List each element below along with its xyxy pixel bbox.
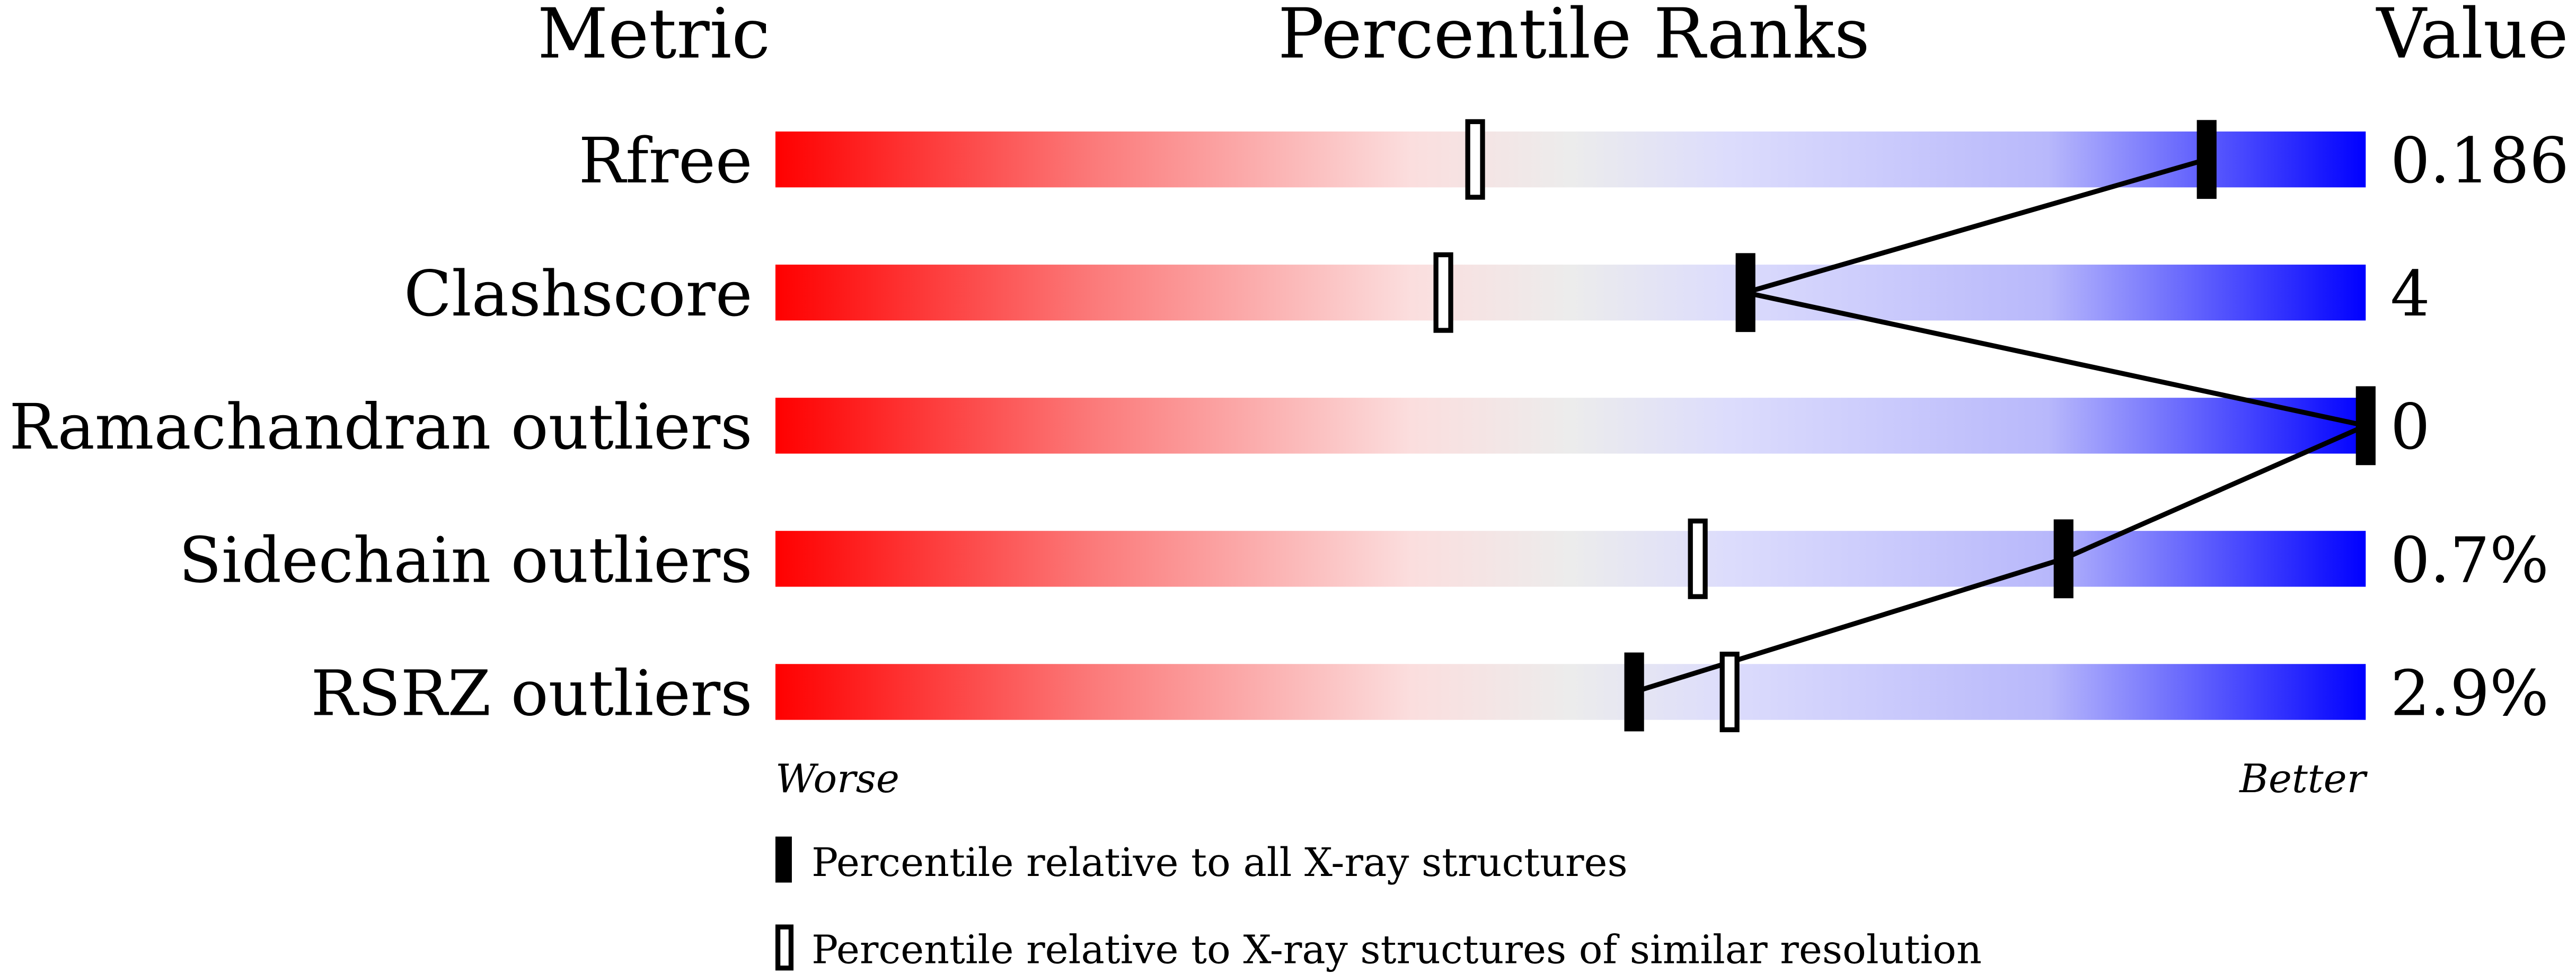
percentile-bar	[775, 265, 2366, 321]
similar-resolution-marker	[1465, 119, 1485, 200]
legend-open-label: Percentile relative to X-ray structures …	[811, 926, 1982, 972]
all-structures-marker	[1735, 253, 1755, 332]
metric-label: Rfree	[579, 125, 753, 197]
metric-label: RSRZ outliers	[311, 657, 752, 730]
all-structures-marker	[2356, 386, 2376, 466]
legend-open-marker	[775, 924, 794, 971]
similar-resolution-marker	[1688, 518, 1708, 599]
similar-resolution-marker	[1433, 252, 1453, 333]
header-metric: Metric	[537, 0, 770, 74]
similar-resolution-marker	[1719, 651, 1740, 732]
percentile-bar	[775, 398, 2366, 454]
metric-label: Clashscore	[404, 258, 753, 330]
all-structures-marker	[2196, 120, 2217, 199]
percentile-bar	[775, 531, 2366, 587]
all-structures-marker	[2053, 519, 2074, 599]
header-value: Value	[2376, 0, 2569, 74]
metric-value: 0	[2390, 391, 2430, 463]
legend-filled-marker	[775, 836, 792, 883]
legend-filled-label: Percentile relative to all X-ray structu…	[811, 839, 1628, 886]
percentile-bar	[775, 664, 2366, 720]
metric-value: 4	[2390, 258, 2430, 330]
metric-value: 0.7%	[2390, 524, 2549, 597]
metric-label: Sidechain outliers	[179, 524, 752, 597]
metric-value: 0.186	[2390, 125, 2569, 197]
metric-value: 2.9%	[2390, 657, 2549, 730]
metric-label: Ramachandran outliers	[9, 391, 752, 463]
percentile-bar	[775, 132, 2366, 188]
all-structures-marker	[1624, 652, 1644, 732]
axis-better-label: Better	[2238, 756, 2368, 802]
header-percentile-ranks: Percentile Ranks	[1278, 0, 1870, 74]
axis-worse-label: Worse	[775, 756, 899, 802]
